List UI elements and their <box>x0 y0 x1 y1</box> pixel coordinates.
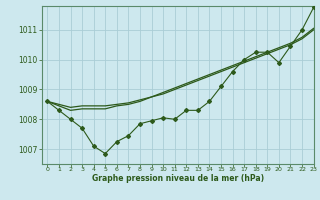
X-axis label: Graphe pression niveau de la mer (hPa): Graphe pression niveau de la mer (hPa) <box>92 174 264 183</box>
